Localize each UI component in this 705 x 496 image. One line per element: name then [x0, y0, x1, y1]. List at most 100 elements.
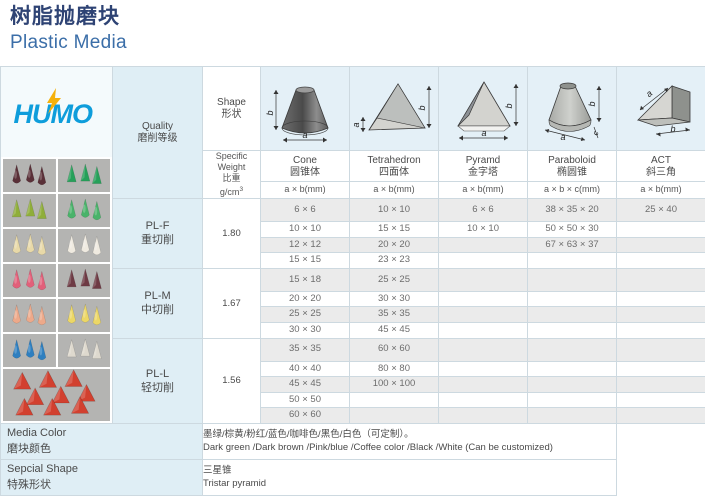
- dimension-value: 50 × 50: [261, 393, 349, 408]
- dimension-cell-5-2: [439, 291, 528, 307]
- dimension-cell-3-3: [528, 253, 617, 269]
- photo-cream-cones: [3, 229, 56, 262]
- dimension-value: [439, 323, 527, 338]
- dimension-cell-5-3: [528, 291, 617, 307]
- grade-cell-2: PL-L 轻切削: [113, 338, 203, 423]
- dimension-cell-12-1: [350, 408, 439, 424]
- dimension-cell-6-1: 35 × 35: [350, 307, 439, 323]
- dimension-cell-1-4: [617, 222, 705, 238]
- dimension-value: [528, 393, 616, 408]
- dimension-value: [617, 362, 705, 377]
- dimension-value: [528, 307, 616, 322]
- dimension-cell-3-2: [439, 253, 528, 269]
- dimension-cell-2-0: 12 × 12: [261, 237, 350, 253]
- shape-header-en: Shape: [203, 97, 260, 109]
- media-color-label-cell: Media Color 磨块颜色: [1, 424, 203, 460]
- dimension-cell-3-0: 15 × 15: [261, 253, 350, 269]
- photo-yellow-cones: [58, 299, 111, 332]
- svg-text:b: b: [670, 124, 675, 134]
- dimension-value: [439, 342, 527, 357]
- grade-code-2: PL-L: [113, 367, 202, 381]
- dimension-cell-0-0: 6 × 6: [261, 199, 350, 222]
- dimension-cell-8-1: 60 × 60: [350, 338, 439, 361]
- dimension-value: 45 × 45: [350, 323, 438, 338]
- dimension-value: 80 × 80: [350, 362, 438, 377]
- grade-cell-0: PL-F 重切削: [113, 199, 203, 269]
- media-color-value-en: Dark green /Dark brown /Pink/blue /Coffe…: [203, 442, 616, 455]
- dimension-cell-2-1: 20 × 20: [350, 237, 439, 253]
- dimension-value: 20 × 20: [261, 292, 349, 307]
- dimension-value: [528, 273, 616, 288]
- dimension-value: [617, 342, 705, 357]
- dimension-value: 30 × 30: [350, 292, 438, 307]
- special-shape-value-en: Tristar pyramid: [203, 478, 616, 491]
- dimension-cell-4-4: [617, 268, 705, 291]
- photo-dark-brown-cones: [3, 159, 56, 192]
- media-color-label-en: Media Color: [1, 424, 202, 443]
- dimension-value: [439, 238, 527, 253]
- svg-text:a: a: [481, 128, 486, 138]
- specific-weight-header-cell: Specific Weight 比重 g/cm3: [203, 151, 261, 199]
- dimension-value: [617, 238, 705, 253]
- dimension-cell-10-1: 100 × 100: [350, 377, 439, 393]
- dimension-value: [617, 292, 705, 307]
- dimension-value: 15 × 15: [350, 222, 438, 237]
- dimension-value: [439, 393, 527, 408]
- lightning-bolt-icon: [42, 88, 64, 114]
- special-shape-label-cn: 特殊形状: [1, 479, 202, 495]
- dimension-cell-6-3: [528, 307, 617, 323]
- svg-text:b: b: [266, 110, 275, 115]
- photo-red-tristar-pyramids: [3, 369, 110, 421]
- shape-name-cn-1: 四面体: [350, 167, 438, 179]
- svg-text:a: a: [560, 132, 565, 142]
- dimension-value: [350, 408, 438, 423]
- dimension-value: 25 × 25: [261, 307, 349, 322]
- dimension-value: [439, 362, 527, 377]
- shape-diagram-0: b a: [261, 67, 350, 151]
- media-color-value-cell: 墨绿/棕黄/粉红/蓝色/咖啡色/黑色/白色（可定制）。 Dark green /…: [203, 424, 617, 460]
- dimension-cell-2-4: [617, 237, 705, 253]
- grade-code-1: PL-M: [113, 289, 202, 303]
- dimension-value: 25 × 40: [617, 203, 705, 218]
- dimension-cell-7-4: [617, 323, 705, 339]
- dimension-cell-7-1: 45 × 45: [350, 323, 439, 339]
- special-shape-value-cell: 三星锥 Tristar pyramid: [203, 460, 617, 496]
- dimension-value: [617, 273, 705, 288]
- shape-name-cn-0: 圆锥体: [261, 167, 349, 179]
- dimension-cell-4-1: 25 × 25: [350, 268, 439, 291]
- dimension-cell-1-2: 10 × 10: [439, 222, 528, 238]
- photo-blue-cones: [3, 334, 56, 367]
- shape-name-en-4: ACT: [617, 155, 705, 167]
- special-shape-label-en: Sepcial Shape: [1, 460, 202, 479]
- dimension-cell-12-2: [439, 408, 528, 424]
- dimension-value: 100 × 100: [350, 377, 438, 392]
- dimension-value: 40 × 40: [261, 362, 349, 377]
- dimension-cell-10-3: [528, 377, 617, 393]
- dimension-value: [439, 307, 527, 322]
- dimension-cell-11-4: [617, 392, 705, 408]
- dimension-value: [528, 362, 616, 377]
- dimension-value: [350, 393, 438, 408]
- dimension-cell-11-2: [439, 392, 528, 408]
- dimension-value: 60 × 60: [261, 408, 349, 423]
- dimension-cell-11-0: 50 × 50: [261, 392, 350, 408]
- dimension-cell-2-2: [439, 237, 528, 253]
- dimension-value: [617, 253, 705, 268]
- brand-logo: HUMO: [1, 67, 112, 157]
- dimension-cell-2-3: 67 × 63 × 37: [528, 237, 617, 253]
- dimension-value: [528, 253, 616, 268]
- photo-pink-cones: [3, 264, 56, 297]
- dimension-value: [439, 377, 527, 392]
- dimension-cell-11-1: [350, 392, 439, 408]
- dimension-value: [528, 408, 616, 423]
- specific-weight-1: 1.67: [203, 268, 261, 338]
- specific-weight-cn: 比重: [203, 173, 260, 184]
- dimension-cell-5-1: 30 × 30: [350, 291, 439, 307]
- shape-name-0: Cone 圆锥体 a × b(mm): [261, 151, 350, 199]
- dimension-value: 20 × 20: [350, 238, 438, 253]
- grade-cn-1: 中切削: [113, 303, 202, 317]
- shape-diagram-1: a b: [350, 67, 439, 151]
- dimension-value: [528, 292, 616, 307]
- dimension-cell-4-0: 15 × 18: [261, 268, 350, 291]
- dimension-value: [617, 408, 705, 423]
